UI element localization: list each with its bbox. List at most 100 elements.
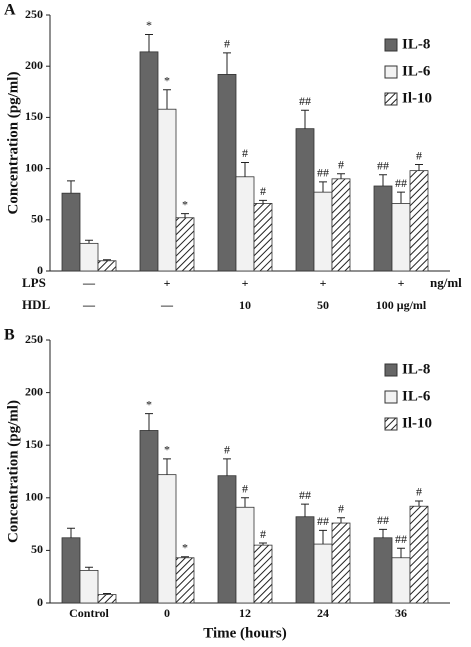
row-value: — bbox=[160, 298, 174, 312]
x-tick-label: 24 bbox=[317, 606, 329, 620]
error-bar bbox=[415, 164, 423, 171]
error-bar bbox=[223, 458, 231, 476]
annotation: ## bbox=[377, 513, 389, 527]
row-value: + bbox=[398, 276, 405, 290]
bar bbox=[295, 128, 315, 272]
annotation: ## bbox=[395, 532, 407, 546]
annotation: # bbox=[224, 443, 230, 457]
y-axis-label: Concentration (pg/ml) bbox=[5, 400, 21, 543]
bar bbox=[139, 51, 159, 272]
row-value: + bbox=[320, 276, 327, 290]
x-tick-label: Control bbox=[69, 606, 109, 620]
row-value: — bbox=[82, 276, 96, 290]
panel-label: A bbox=[4, 2, 16, 19]
bar bbox=[331, 522, 351, 604]
annotation: ## bbox=[317, 166, 329, 180]
row-unit: ng/ml bbox=[430, 275, 462, 290]
annotation: * bbox=[146, 397, 152, 411]
bar bbox=[253, 203, 273, 272]
bar bbox=[313, 543, 333, 604]
legend-label: IL-6 bbox=[402, 63, 431, 79]
legend-swatch bbox=[384, 363, 398, 377]
error-bar bbox=[103, 593, 111, 595]
bar bbox=[97, 260, 117, 272]
error-bar bbox=[223, 52, 231, 75]
row-value: + bbox=[242, 276, 249, 290]
y-axis-label: Concentration (pg/ml) bbox=[5, 72, 21, 215]
bar bbox=[61, 192, 81, 272]
error-bar bbox=[259, 542, 267, 546]
bar bbox=[217, 73, 237, 272]
error-bar bbox=[67, 527, 75, 538]
y-tick-label: 100 bbox=[25, 490, 43, 504]
annotation: * bbox=[164, 443, 170, 457]
bar bbox=[391, 557, 411, 604]
error-bar bbox=[397, 191, 405, 204]
annotation: # bbox=[416, 485, 422, 499]
annotation: # bbox=[260, 527, 266, 541]
error-bar bbox=[319, 181, 327, 193]
error-bar bbox=[67, 180, 75, 194]
annotation: # bbox=[260, 184, 266, 198]
error-bar bbox=[145, 33, 153, 52]
legend-swatch bbox=[384, 92, 398, 106]
annotation: ## bbox=[299, 488, 311, 502]
error-bar bbox=[85, 239, 93, 244]
x-tick-label: 36 bbox=[395, 606, 407, 620]
bar bbox=[79, 242, 99, 272]
y-tick-label: 150 bbox=[25, 109, 43, 123]
bar bbox=[157, 474, 177, 604]
legend-label: IL-8 bbox=[402, 361, 430, 377]
error-bar bbox=[301, 109, 309, 129]
annotation: # bbox=[242, 482, 248, 496]
annotation: # bbox=[416, 148, 422, 162]
y-tick-label: 250 bbox=[25, 7, 43, 21]
row-value: 100 μg/ml bbox=[376, 298, 427, 312]
y-tick-label: 250 bbox=[25, 332, 43, 346]
error-bar bbox=[181, 556, 189, 558]
row-value: 50 bbox=[317, 298, 329, 312]
error-bar bbox=[103, 259, 111, 261]
y-tick-label: 200 bbox=[25, 384, 43, 398]
annotation: # bbox=[338, 502, 344, 516]
x-tick-label: 0 bbox=[164, 606, 170, 620]
legend-label: Il-10 bbox=[402, 415, 432, 431]
y-tick-label: 200 bbox=[25, 58, 43, 72]
annotation: * bbox=[164, 74, 170, 88]
bar bbox=[409, 170, 429, 272]
bar bbox=[235, 176, 255, 272]
error-bar bbox=[337, 173, 345, 179]
bar bbox=[235, 506, 255, 604]
bar bbox=[295, 516, 315, 604]
error-bar bbox=[163, 89, 171, 110]
annotation: # bbox=[338, 157, 344, 171]
annotation: # bbox=[242, 146, 248, 160]
bar bbox=[391, 203, 411, 272]
legend-swatch bbox=[384, 38, 398, 52]
bar bbox=[175, 217, 195, 272]
error-bar bbox=[241, 497, 249, 508]
y-tick-label: 0 bbox=[37, 263, 43, 277]
y-tick-label: 50 bbox=[31, 212, 43, 226]
error-bar bbox=[163, 458, 171, 475]
bar bbox=[313, 191, 333, 272]
legend-swatch bbox=[384, 65, 398, 79]
annotation: # bbox=[224, 37, 230, 51]
bar bbox=[409, 505, 429, 604]
error-bar bbox=[85, 566, 93, 571]
bar bbox=[97, 594, 117, 604]
bar bbox=[331, 178, 351, 272]
error-bar bbox=[319, 529, 327, 545]
y-tick-label: 100 bbox=[25, 160, 43, 174]
row-value: 10 bbox=[239, 298, 251, 312]
annotation: * bbox=[146, 18, 152, 32]
legend-swatch bbox=[384, 417, 398, 431]
annotation: ## bbox=[299, 94, 311, 108]
error-bar bbox=[397, 547, 405, 558]
annotation: ## bbox=[317, 514, 329, 528]
annotation: ## bbox=[377, 158, 389, 172]
error-bar bbox=[337, 517, 345, 524]
error-bar bbox=[241, 161, 249, 177]
bar bbox=[373, 537, 393, 604]
row-value: — bbox=[82, 298, 96, 312]
